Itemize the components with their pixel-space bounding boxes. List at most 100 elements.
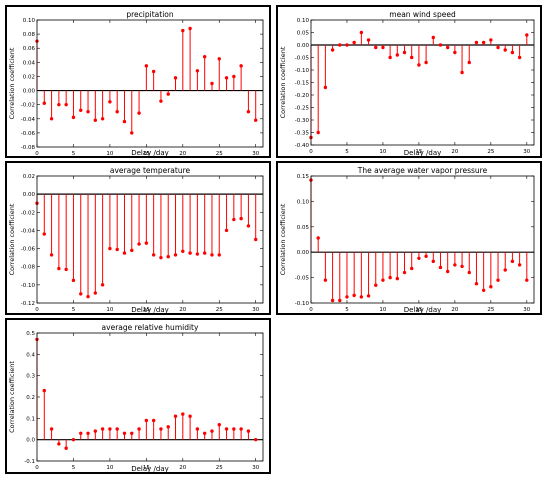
x-tick-label: 20	[451, 307, 458, 313]
stem-marker	[181, 249, 185, 253]
x-tick-label: 15	[415, 307, 422, 313]
x-tick-label: 25	[487, 149, 494, 155]
chart-title: precipitation	[126, 10, 173, 19]
stem-marker	[254, 237, 258, 242]
stem-marker	[489, 285, 493, 289]
x-tick-label: 10	[106, 465, 113, 471]
chart-title: average relative humidity	[102, 323, 199, 332]
x-tick-label: 5	[72, 465, 76, 471]
stem-marker	[137, 427, 141, 431]
x-tick-label: 30	[252, 465, 259, 471]
stem-marker	[42, 101, 46, 105]
y-axis-label: Correlation coefficient	[279, 203, 287, 275]
stem-marker	[130, 131, 134, 135]
stem-marker	[232, 74, 236, 79]
stem-marker	[86, 294, 90, 299]
x-tick-label: 20	[179, 151, 186, 156]
stem-marker	[144, 241, 149, 245]
stem-marker	[217, 423, 221, 427]
stem-marker	[108, 100, 112, 104]
stem-marker	[173, 414, 178, 418]
stem-marker	[239, 216, 243, 221]
stem-marker	[510, 50, 515, 55]
stem-marker	[345, 43, 349, 47]
y-tick-label: -0.40	[295, 143, 310, 149]
panel-average-relative-humidity: average relative humidity -0.1 0.0 0.1 0.2 0.…	[5, 318, 271, 474]
y-tick-label: 0.2	[26, 395, 35, 401]
x-tick-label: 25	[216, 307, 223, 313]
stem-marker	[496, 278, 500, 282]
x-axis-label: Delay /day	[131, 465, 169, 472]
stem-marker	[166, 255, 170, 259]
stem-marker	[323, 85, 328, 90]
y-tick-label: 0.06	[23, 46, 36, 52]
y-tick-label: 0.02	[23, 74, 35, 80]
stem-marker	[330, 48, 335, 52]
stem-marker	[122, 431, 127, 435]
stem-marker	[79, 431, 83, 435]
y-tick-label: -0.08	[21, 145, 36, 151]
stem-marker	[359, 30, 364, 35]
stem-marker	[49, 117, 54, 121]
stem-marker	[417, 63, 421, 67]
y-tick-label: 0.00	[297, 250, 310, 256]
y-axis-label: Correlation coefficient	[279, 46, 287, 118]
stem-marker	[474, 281, 479, 286]
stem-marker	[151, 418, 156, 423]
x-tick-label: 10	[106, 307, 113, 313]
chart-average-temperature: average temperature -0.12 -0.10 -0.08 -0.06 -…	[8, 166, 264, 313]
stem-marker	[115, 110, 119, 114]
stem-marker	[108, 246, 112, 251]
stem-marker	[137, 111, 141, 115]
stem-marker	[224, 228, 229, 233]
x-axis-label: Delay /day	[404, 149, 442, 156]
x-tick-label: 30	[523, 149, 530, 155]
stem-marker	[144, 64, 149, 68]
plot-frame	[36, 175, 264, 304]
x-tick-label: 5	[72, 307, 76, 313]
stem-marker	[202, 431, 207, 435]
x-tick-label: 10	[379, 149, 386, 155]
stem-marker	[503, 48, 507, 52]
x-tick-label: 0	[35, 465, 39, 471]
chart-title: mean wind speed	[389, 10, 456, 19]
stem-marker	[159, 427, 163, 431]
stem-marker	[467, 60, 471, 65]
stem-marker	[438, 43, 443, 47]
stem-marker	[115, 247, 119, 252]
stem-marker	[424, 60, 428, 65]
stem-marker	[460, 264, 464, 269]
y-tick-label: 0.00	[23, 192, 36, 198]
plot-frame	[36, 332, 264, 462]
x-tick-label: 5	[345, 307, 349, 313]
y-tick-label: 0.00	[297, 43, 310, 49]
stem-marker	[181, 28, 185, 33]
stem-marker	[93, 429, 98, 433]
stem-marker	[489, 38, 493, 42]
stem-marker	[366, 38, 371, 42]
chart-title: The average water vapor pressure	[357, 166, 488, 175]
stem-marker	[195, 427, 200, 431]
y-tick-label: 0.3	[26, 374, 35, 380]
stem-marker	[137, 242, 141, 246]
stem-marker	[445, 45, 450, 50]
stem-marker	[42, 232, 46, 236]
stem-marker	[166, 425, 170, 429]
stem-marker	[246, 224, 251, 228]
stem-marker	[402, 270, 407, 275]
chart-mean-wind-speed: mean wind speed -0.40 -0.35 -0.30 -0.25 -0.20…	[279, 10, 535, 156]
y-tick-label: -0.06	[21, 131, 36, 137]
stem-marker	[323, 278, 328, 282]
stem-marker	[159, 99, 163, 103]
y-tick-label: -0.20	[295, 93, 310, 99]
stem-marker	[57, 442, 61, 446]
stem-marker	[374, 283, 378, 287]
plot-frame	[36, 19, 264, 148]
x-tick-label: 30	[523, 307, 530, 313]
stem-marker	[151, 69, 156, 74]
y-tick-label: 0.00	[23, 89, 36, 95]
y-tick-label: -0.08	[21, 265, 36, 271]
stem-marker	[64, 267, 68, 272]
stem-marker	[474, 40, 479, 45]
stem-marker	[130, 248, 134, 253]
